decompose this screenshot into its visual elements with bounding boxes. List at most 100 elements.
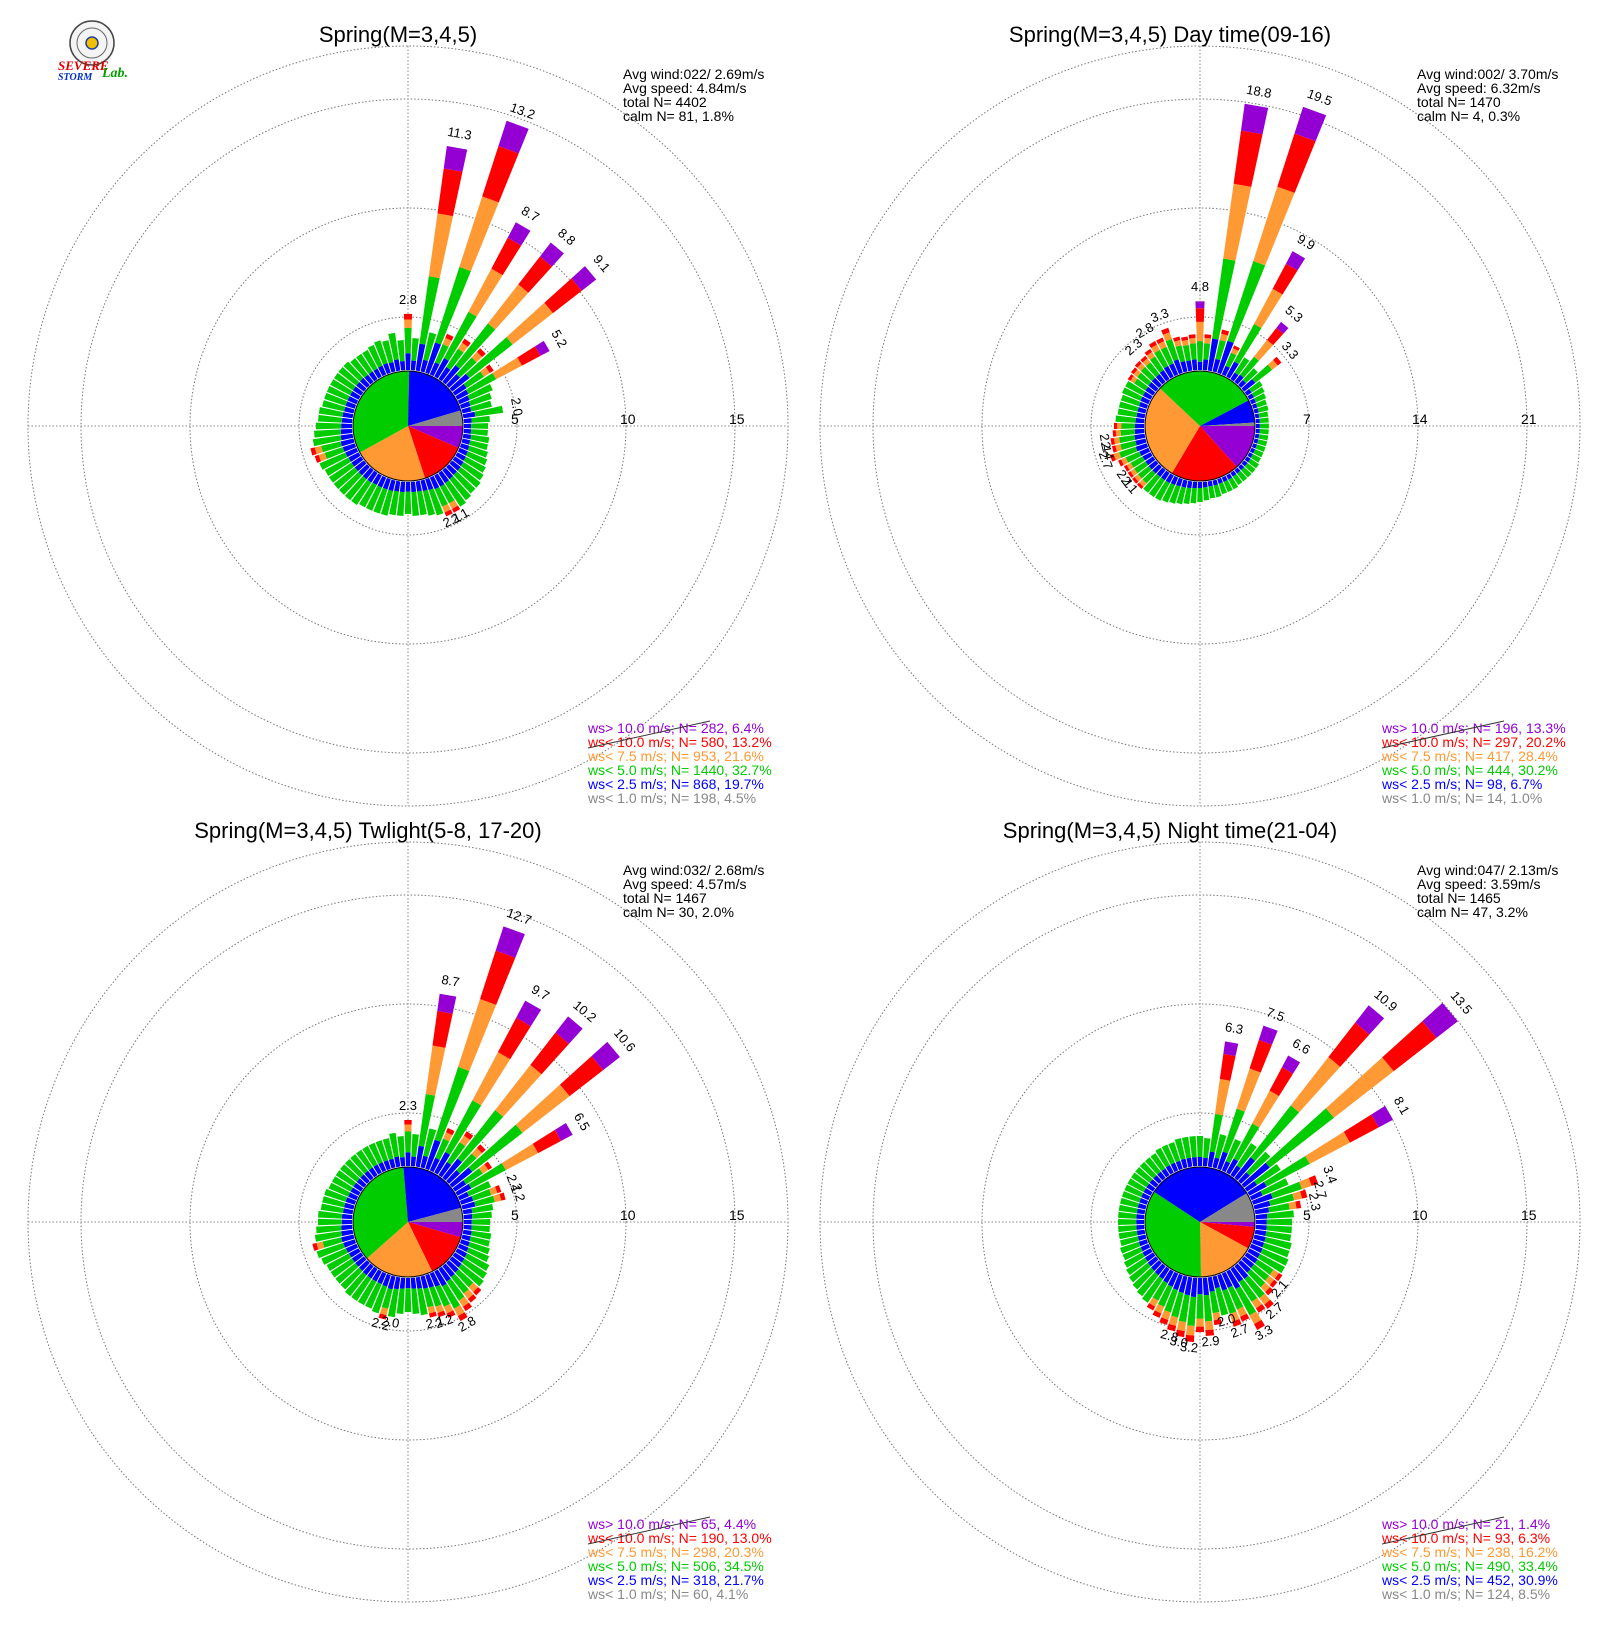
- bar-segment: [1226, 1158, 1239, 1175]
- bar-segment: [449, 1167, 473, 1188]
- bar-segment: [459, 196, 499, 272]
- bar-segment: [1161, 1144, 1175, 1165]
- bar-segment: [1112, 430, 1117, 437]
- bar-segment: [1135, 418, 1145, 424]
- bar-segment: [374, 340, 388, 365]
- bar-segment: [1260, 1282, 1271, 1293]
- bar-segment: [471, 1225, 490, 1233]
- bar-segment: [319, 452, 348, 470]
- bar-segment: [1244, 1275, 1265, 1299]
- bar-segment: [1175, 345, 1186, 363]
- bar-segment: [310, 447, 317, 456]
- bar-segment: [1254, 1164, 1281, 1186]
- bar-segment: [420, 479, 428, 492]
- bar-segment: [1234, 374, 1244, 385]
- bar-segment: [1371, 1105, 1394, 1128]
- bar-segment: [1173, 359, 1183, 375]
- bar-segment: [1223, 480, 1233, 493]
- pie-slice: [1145, 1191, 1201, 1277]
- bar-segment: [1154, 349, 1169, 369]
- bar-segment: [1140, 366, 1156, 382]
- pie-slice: [408, 371, 461, 426]
- bar-segment: [1175, 1160, 1183, 1171]
- bar-segment: [459, 443, 470, 451]
- bar-segment: [330, 379, 353, 396]
- bar-segment: [455, 323, 496, 369]
- bar-segment: [1255, 423, 1260, 429]
- bar-segment: [442, 1263, 455, 1278]
- pie-outline: [1144, 370, 1256, 482]
- bar-segment: [434, 266, 471, 345]
- bar-segment: [473, 1287, 482, 1296]
- bar-value-label: 2.7: [1311, 1179, 1330, 1200]
- bar-segment: [455, 1183, 472, 1196]
- legend-entry: ws< 1.0 m/s; N= 124, 8.5%: [1381, 1586, 1550, 1602]
- pie-slice: [366, 1222, 433, 1277]
- bar-segment: [1249, 447, 1256, 454]
- bar-segment: [1300, 1189, 1308, 1199]
- bar-segment: [482, 145, 519, 203]
- bar-segment: [1134, 433, 1146, 440]
- bar-segment: [463, 1224, 472, 1230]
- bar-segment: [466, 1180, 491, 1197]
- bar-segment: [367, 470, 378, 483]
- bar-segment: [458, 1263, 484, 1287]
- bar-segment: [1241, 460, 1248, 467]
- bar-segment: [1251, 1193, 1273, 1205]
- bar-segment: [1241, 1256, 1255, 1269]
- bar-segment: [356, 382, 367, 392]
- bar-segment: [1259, 1293, 1271, 1305]
- bar-segment: [1272, 263, 1298, 295]
- pie-slice: [408, 426, 459, 479]
- bar-segment: [459, 1196, 474, 1205]
- wind-rose-panel: 5 10 156.37.56.610.9 13.58.13.42.72.32.12.7…: [819, 818, 1581, 1603]
- bar-segment: [1234, 323, 1262, 365]
- bar-segment: [1237, 470, 1248, 482]
- bar-segment: [1115, 444, 1122, 452]
- bar-segment: [1125, 381, 1146, 396]
- bar-segment: [435, 1284, 450, 1307]
- bar-segment: [415, 1145, 425, 1168]
- bar-segment: [1140, 1243, 1151, 1252]
- bar-segment: [1173, 1273, 1183, 1291]
- bar-value-label: 2.2: [509, 1182, 528, 1203]
- bar-segment: [438, 1161, 452, 1178]
- bar-segment: [315, 422, 342, 430]
- bar-segment: [1264, 1275, 1275, 1285]
- bar-segment: [1171, 1291, 1184, 1318]
- bar-segment: [1130, 468, 1138, 477]
- bar-value-label: 2.4: [1098, 440, 1117, 461]
- bar-segment: [1181, 336, 1189, 341]
- legend-entry: ws< 2.5 m/s; N= 98, 6.7%: [1381, 776, 1542, 792]
- bar-segment: [487, 284, 529, 330]
- bar-segment: [498, 120, 529, 154]
- bar-segment: [1152, 464, 1162, 474]
- bar-segment: [1230, 1266, 1244, 1283]
- bar-segment: [357, 1279, 377, 1306]
- bar-segment: [444, 311, 477, 361]
- bar-segment: [1255, 1213, 1268, 1220]
- bar-segment: [1169, 363, 1179, 377]
- legend-entry: ws< 1.0 m/s; N= 60, 4.1%: [587, 1586, 748, 1602]
- bar-segment: [378, 365, 387, 377]
- bar-segment: [463, 1219, 472, 1225]
- bar-segment: [1264, 1299, 1274, 1309]
- stat-line: Avg speed: 3.59m/s: [1417, 876, 1540, 892]
- bar-segment: [425, 477, 434, 491]
- bar-segment: [1246, 1151, 1271, 1176]
- bar-segment: [1249, 1191, 1263, 1201]
- bar-segment: [1266, 1210, 1294, 1219]
- bar-segment: [1221, 475, 1228, 482]
- bar-segment: [1218, 482, 1227, 495]
- bar-segment: [1118, 1211, 1137, 1219]
- bar-segment: [1136, 1208, 1146, 1215]
- bar-segment: [326, 385, 350, 401]
- bar-segment: [1267, 327, 1284, 346]
- bar-segment: [373, 368, 382, 379]
- bar-segment: [1186, 480, 1193, 489]
- bar-segment: [318, 407, 344, 417]
- bar-segment: [555, 1016, 583, 1044]
- bar-segment: [341, 1234, 355, 1243]
- bar-segment: [1299, 1177, 1312, 1190]
- bar-segment: [1290, 1057, 1341, 1113]
